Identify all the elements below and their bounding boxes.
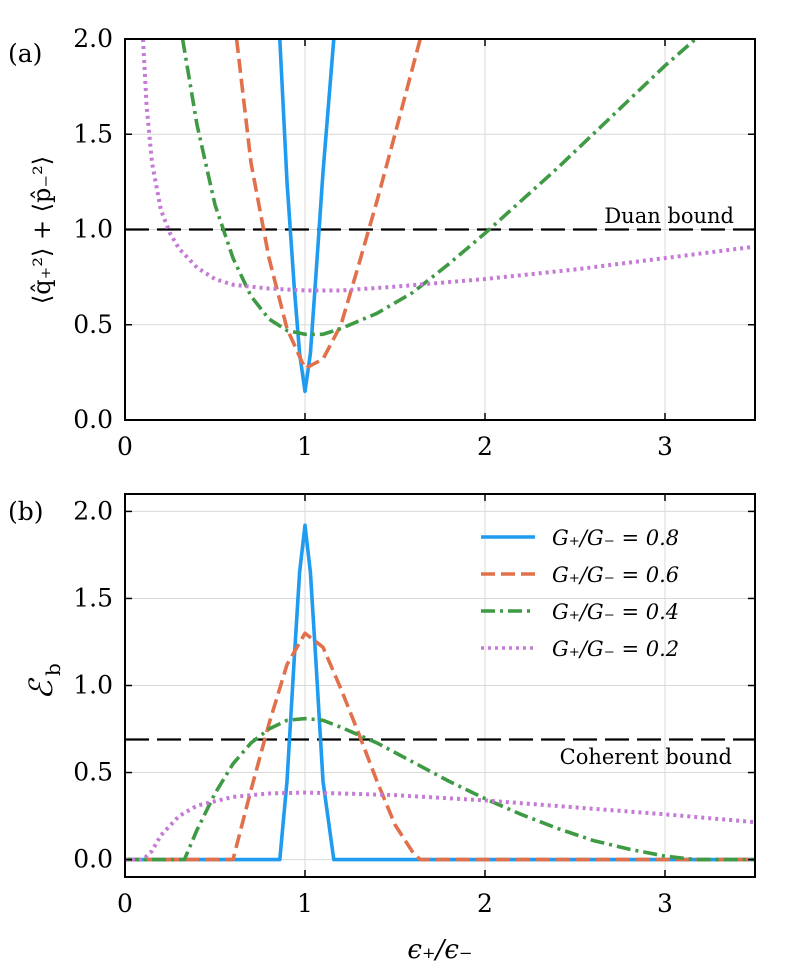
- panel-b-series: [125, 523, 755, 862]
- panel-b-tag: (b): [8, 497, 44, 526]
- series-line-s08: [278, 39, 336, 394]
- series-line-s04: [125, 716, 755, 862]
- y-tick-label: 1.0: [73, 215, 113, 244]
- y-tick-label: 0.0: [73, 845, 113, 874]
- x-tick-label: 2: [477, 432, 493, 461]
- y-tick-label: 0.5: [73, 310, 113, 339]
- y-tick-label: 1.0: [73, 671, 113, 700]
- x-tick-label: 3: [657, 889, 673, 918]
- panel-b-ylabel-sub: b: [41, 663, 65, 676]
- duan-bound-label: Duan bound: [604, 204, 734, 228]
- x-tick-label: 0: [117, 432, 133, 461]
- x-tick-label: 0: [117, 889, 133, 918]
- y-tick-label: 1.5: [73, 583, 113, 612]
- panel-b-ylabel-main: ℰ: [22, 677, 60, 700]
- legend-label: G₊/G₋ = 0.2: [552, 637, 679, 661]
- series-line-s02: [141, 39, 755, 293]
- x-tick-label: 3: [657, 432, 673, 461]
- x-tick-label: 1: [297, 889, 313, 918]
- panel-a-ylabel: ⟨q̂₊²⟩ + ⟨p̂₋²⟩: [28, 156, 56, 304]
- x-tick-label: 1: [297, 432, 313, 461]
- y-tick-label: 1.5: [73, 119, 113, 148]
- panel-b-xlabel: ϵ₊/ϵ₋: [407, 935, 472, 965]
- panel-b-ticks: 0 1 2 3 0.0 0.5 1.0 1.5 2.0: [73, 494, 755, 918]
- coherent-bound-label: Coherent bound: [560, 745, 732, 769]
- series-line-s08: [125, 523, 755, 862]
- y-tick-label: 0.0: [73, 405, 113, 434]
- panel-a-ticks: 0 1 2 3 0.0 0.5 1.0 1.5 2.0: [73, 24, 755, 461]
- legend-label: G₊/G₋ = 0.4: [552, 600, 679, 624]
- series-line-s06: [125, 631, 755, 862]
- legend-label: G₊/G₋ = 0.6: [552, 563, 679, 587]
- series-line-s04: [180, 39, 697, 337]
- y-tick-label: 2.0: [73, 24, 113, 53]
- legend-label: G₊/G₋ = 0.8: [552, 526, 679, 550]
- series-line-s06: [234, 39, 422, 371]
- panel-b-ylabel: ℰ b: [22, 663, 65, 700]
- panel-b: 0 1 2 3 0.0 0.5 1.0 1.5 2.0 (b) Coherent bound ℰ…: [8, 493, 756, 965]
- y-tick-label: 0.5: [73, 758, 113, 787]
- panel-b-grid: [125, 494, 755, 877]
- series-line-s02: [125, 790, 755, 862]
- x-tick-label: 2: [477, 889, 493, 918]
- panel-a-tag: (a): [8, 39, 42, 68]
- panel-a-series: [125, 39, 755, 394]
- panel-a: 0 1 2 3 0.0 0.5 1.0 1.5 2.0 (a) Duan bound ⟨q̂₊²…: [8, 24, 756, 461]
- legend: G₊/G₋ = 0.8 G₊/G₋ = 0.6 G₊/G₋ = 0.4 G₊/G₋ =…: [481, 526, 679, 661]
- y-tick-label: 2.0: [73, 496, 113, 525]
